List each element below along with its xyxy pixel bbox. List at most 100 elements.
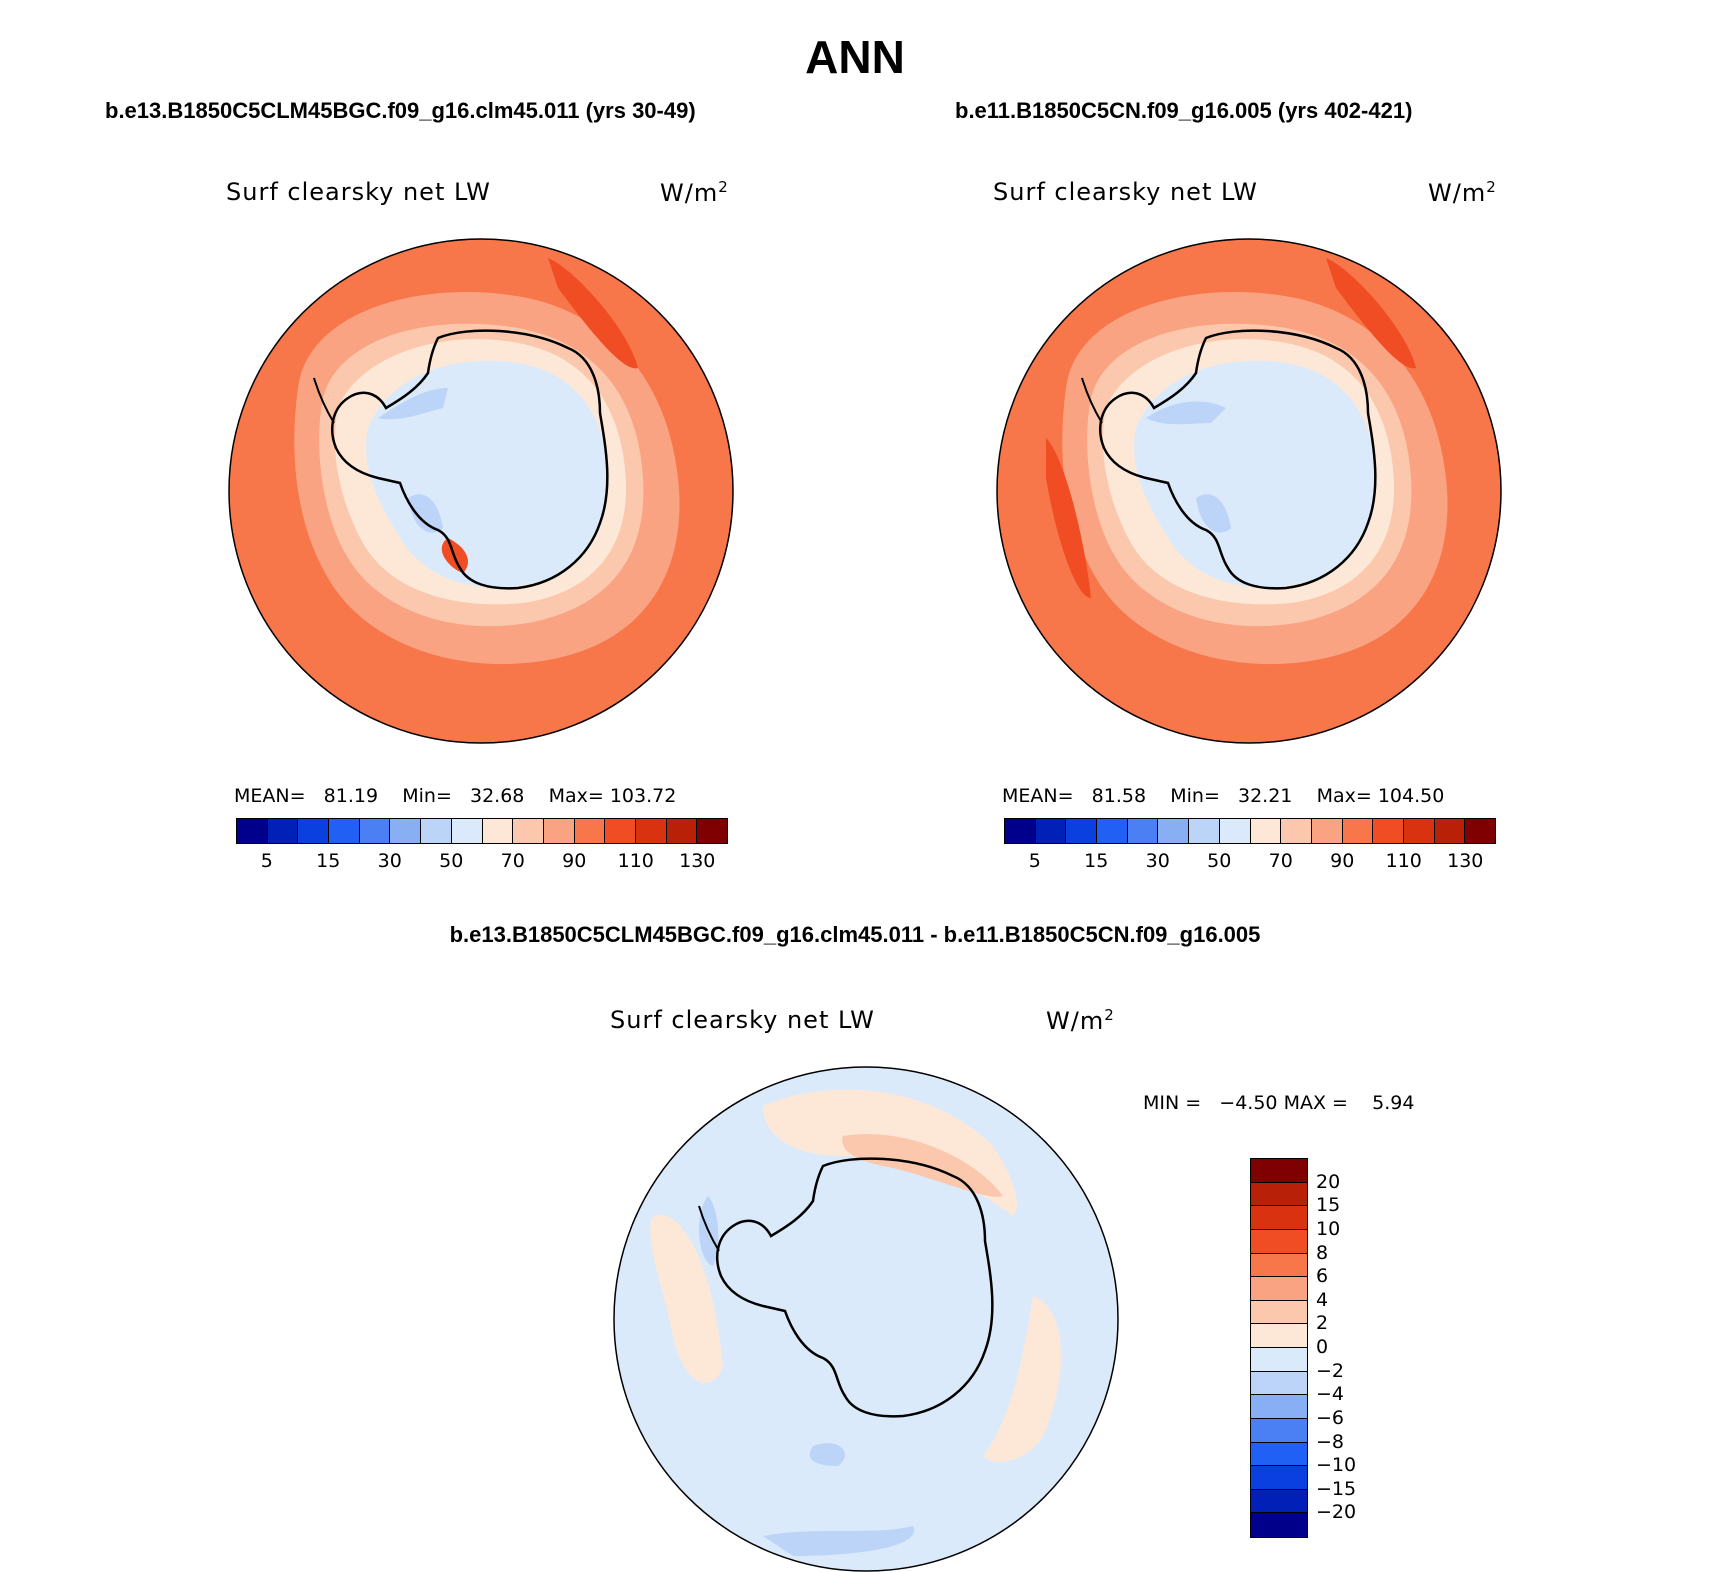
right-coastline <box>1099 329 1377 590</box>
diff-colorbar-cell <box>1251 1371 1307 1396</box>
right-colorbar-cell <box>1005 819 1036 843</box>
left-colorbar-tick-label: 15 <box>316 850 341 872</box>
diff-peninsula <box>698 1205 720 1252</box>
left-colorbar-cell <box>574 819 606 843</box>
diff-colorbar-tick-label: 8 <box>1316 1241 1329 1264</box>
diff-negative-2 <box>809 1443 845 1466</box>
left-colorbar-cell <box>298 819 330 843</box>
right-polar-map <box>996 238 1502 744</box>
right-colorbar-cell <box>1127 819 1159 843</box>
right-variable-label: Surf clearsky net LW <box>993 178 1258 206</box>
left-coastline <box>331 329 609 590</box>
right-colorbar-cell <box>1281 819 1312 843</box>
right-hot-spot-2 <box>1046 438 1091 598</box>
right-colorbar-tick-label: 50 <box>1207 850 1232 872</box>
right-colorbar-cell <box>1189 819 1220 843</box>
diff-variable-label: Surf clearsky net LW <box>610 1006 875 1034</box>
left-colorbar-tick-label: 130 <box>679 850 716 872</box>
right-colorbar-tick-label: 70 <box>1268 850 1293 872</box>
left-colorbar: 5 15 30 50 70 90 110 130 <box>236 818 728 874</box>
left-colorbar-cell <box>605 819 636 843</box>
diff-positive-west <box>650 1214 723 1383</box>
left-interior-low-1 <box>378 388 448 420</box>
diff-colorbar-tick-label: −10 <box>1316 1454 1357 1477</box>
diff-stats: MIN = −4.50 MAX = 5.94 <box>1143 1092 1415 1114</box>
right-map-border <box>996 238 1502 744</box>
right-case-title: b.e11.B1850C5CN.f09_g16.005 (yrs 402-421… <box>955 98 1413 123</box>
left-colorbar-cell <box>451 819 483 843</box>
right-colorbar-cell <box>1066 819 1098 843</box>
right-colorbar: 5 15 30 50 70 90 110 130 <box>1004 818 1496 874</box>
diff-colorbar-tick-label: −4 <box>1316 1383 1345 1406</box>
diff-colorbar-cell <box>1251 1324 1307 1348</box>
diff-colorbar-tick-label: −8 <box>1316 1430 1345 1453</box>
left-colorbar-cell <box>482 819 514 843</box>
diff-colorbar-cell <box>1251 1513 1307 1537</box>
diff-colorbar-tick-label: −20 <box>1316 1501 1357 1524</box>
diff-colorbar-tick-label: −6 <box>1316 1406 1345 1429</box>
right-colorbar-cell <box>1342 819 1374 843</box>
diff-colorbar <box>1250 1158 1308 1538</box>
right-colorbar-cell <box>1434 819 1466 843</box>
right-colorbar-tick-label: 130 <box>1447 850 1484 872</box>
left-colorbar-cell <box>390 819 422 843</box>
left-colorbar-cell <box>666 819 698 843</box>
left-colorbar-cell <box>359 819 391 843</box>
left-colorbar-cell <box>329 819 360 843</box>
left-colorbar-cell <box>635 819 667 843</box>
left-colorbar-cell <box>513 819 544 843</box>
left-colorbar-tick-label: 50 <box>439 850 464 872</box>
right-colorbar-cell <box>1158 819 1190 843</box>
left-colorbar-cell <box>237 819 268 843</box>
right-interior-low-1 <box>1146 401 1226 425</box>
left-map-border <box>228 238 734 744</box>
left-peninsula <box>313 377 335 424</box>
diff-polar-map <box>613 1066 1119 1572</box>
diff-colorbar-cell <box>1251 1466 1307 1490</box>
left-colorbar-tick-label: 110 <box>617 850 654 872</box>
diff-colorbar-tick-label: 6 <box>1316 1265 1329 1288</box>
right-colorbar-cell <box>1219 819 1251 843</box>
diff-colorbar-tick-label: 10 <box>1316 1217 1341 1240</box>
diff-colorbar-tick-label: 0 <box>1316 1336 1329 1358</box>
diff-colorbar-cell <box>1251 1182 1307 1207</box>
left-hot-spot-1 <box>548 258 638 369</box>
diff-colorbar-cell <box>1251 1395 1307 1419</box>
diff-colorbar-cell <box>1251 1229 1307 1254</box>
right-colorbar-cell <box>1035 819 1067 843</box>
diff-colorbar-cell <box>1251 1418 1307 1443</box>
left-colorbar-tick-label: 30 <box>377 850 402 872</box>
diff-coastline <box>716 1157 994 1418</box>
left-colorbar-tick-label: 70 <box>500 850 525 872</box>
right-colorbar-tick-label: 90 <box>1330 850 1355 872</box>
left-stats: MEAN= 81.19 Min= 32.68 Max= 103.72 <box>234 785 677 807</box>
diff-negative-3 <box>763 1526 915 1556</box>
right-colorbar-tick-label: 15 <box>1084 850 1109 872</box>
right-colorbar-cell <box>1403 819 1435 843</box>
right-colorbar-cell <box>1250 819 1282 843</box>
left-colorbar-cell <box>267 819 299 843</box>
right-colorbar-tick-label: 30 <box>1145 850 1170 872</box>
diff-colorbar-cell <box>1251 1348 1307 1372</box>
right-units-label: W/m2 <box>1428 178 1497 207</box>
diff-colorbar-tick-label: 4 <box>1316 1288 1329 1311</box>
diff-colorbar-cell <box>1251 1489 1307 1514</box>
diff-colorbar-cell <box>1251 1300 1307 1325</box>
diff-colorbar-cell <box>1251 1442 1307 1467</box>
diff-colorbar-cell <box>1251 1277 1307 1301</box>
diff-colorbar-tick-label: −15 <box>1316 1477 1357 1500</box>
left-variable-label: Surf clearsky net LW <box>226 178 491 206</box>
right-colorbar-cell <box>1373 819 1404 843</box>
right-colorbar-cell <box>1311 819 1343 843</box>
left-interior-low-2 <box>408 494 443 533</box>
diff-units-label: W/m2 <box>1046 1006 1115 1035</box>
left-colorbar-cell <box>697 819 727 843</box>
right-hot-spot-1 <box>1326 258 1416 369</box>
diff-case-title: b.e13.B1850C5CLM45BGC.f09_g16.clm45.011 … <box>449 922 1261 947</box>
right-peninsula <box>1081 377 1103 424</box>
right-interior-low-2 <box>1196 494 1231 533</box>
right-colorbar-cell <box>1465 819 1495 843</box>
right-colorbar-tick-label: 110 <box>1385 850 1422 872</box>
diff-colorbar-tick-label: 20 <box>1316 1170 1341 1193</box>
diff-colorbar-cell <box>1251 1206 1307 1230</box>
